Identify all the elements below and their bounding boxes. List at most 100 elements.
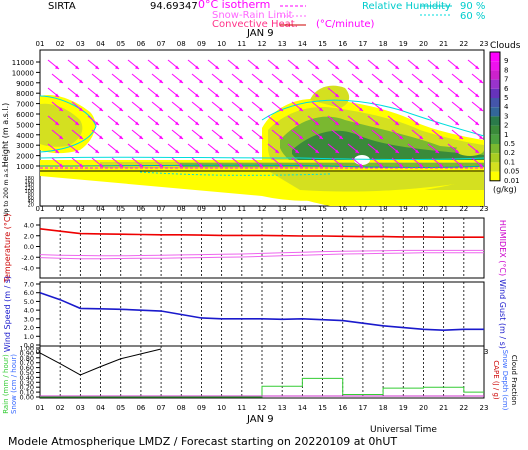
wind-arrow <box>271 129 284 140</box>
y-tick-label: 0.90 <box>20 349 34 357</box>
wind-arrow <box>391 101 404 112</box>
wind-arrow <box>151 73 164 84</box>
cloud-y-tick-low: 80 <box>28 193 34 199</box>
hour-label: 01 <box>36 40 45 48</box>
wind-arrow <box>51 101 64 112</box>
wind-arrow <box>431 101 444 112</box>
hour-label: 15 <box>318 404 327 412</box>
isotherm-legend: 0°C isotherm <box>198 0 270 11</box>
wind-arrow <box>107 87 120 98</box>
y-tick-label: -4.0 <box>21 265 34 273</box>
cloud-left-green <box>40 103 83 147</box>
hour-label: 19 <box>399 404 408 412</box>
series-line <box>40 377 484 398</box>
hour-label: 18 <box>379 40 388 48</box>
hour-labels-bottom: 01 02 03 04 05 06 07 08 09 10 11 12 13 14 15 16 17 18 19 20… <box>36 404 489 412</box>
wind-arrow <box>67 115 80 126</box>
wind-arrow <box>171 157 184 168</box>
wind-arrow <box>347 143 360 154</box>
wind-arrow <box>347 115 360 126</box>
wind-arrow <box>47 59 60 70</box>
wind-arrow <box>331 157 344 168</box>
wind-arrow <box>167 87 180 98</box>
hour-label: 08 <box>177 404 186 412</box>
wind-arrow <box>387 143 400 154</box>
cloud-y-tick-low: 160 <box>24 179 34 185</box>
universal-time-label: Universal Time <box>370 425 437 435</box>
y-tick-label: 1.0 <box>24 333 34 341</box>
wind-arrow <box>207 87 220 98</box>
wind-arrow <box>287 143 300 154</box>
cloud-fields <box>40 59 484 206</box>
hour-label: 04 <box>96 40 105 48</box>
colorbar-cell <box>490 116 500 126</box>
wind-arrow <box>187 143 200 154</box>
precip-panel: 1.000.900.800.700.600.500.400.300.200.10… <box>2 345 518 415</box>
hour-label: 09 <box>197 404 206 412</box>
colorbar-tick: 3 <box>504 112 508 120</box>
hour-label: 11 <box>237 404 246 412</box>
wind-arrow <box>187 115 200 126</box>
hour-label: 05 <box>116 404 125 412</box>
hour-label: 03 <box>76 205 85 213</box>
wind-arrow <box>431 157 444 168</box>
hour-label: 14 <box>298 404 307 412</box>
y-tick-label: 0.0 <box>24 342 34 350</box>
cloud-y-tick-low: 140 <box>24 183 34 189</box>
wind-arrow <box>267 87 280 98</box>
wind-arrow <box>167 115 180 126</box>
wind-arrow <box>411 101 424 112</box>
wind-arrow <box>451 157 464 168</box>
hour-label: 16 <box>338 40 347 48</box>
legend-swatches <box>280 5 452 26</box>
wind-arrow <box>187 59 200 70</box>
hour-label: 21 <box>439 404 448 412</box>
hour-label: 20 <box>419 40 428 48</box>
wind-arrow <box>107 115 120 126</box>
cloud-y-tick: 10000 <box>12 69 34 77</box>
wind-arrow <box>431 129 444 140</box>
hour-label: 19 <box>399 40 408 48</box>
hour-label: 08 <box>177 205 186 213</box>
wind-arrow <box>427 59 440 70</box>
cloud-y-tick: 6000 <box>16 111 34 119</box>
colorbar-cell <box>490 153 500 163</box>
hour-label: 18 <box>379 404 388 412</box>
hour-labels-temp: 01 02 03 04 05 06 07 08 09 10 11 12 13 14 15 16 17 18 19 20… <box>36 205 489 213</box>
cloud-y-tick: 8000 <box>16 90 34 98</box>
cloud-y-tick-low: 40 <box>28 199 34 205</box>
colorbar-tick: 8 <box>504 66 508 74</box>
wind-arrow <box>167 143 180 154</box>
cloud-lower-green <box>270 172 484 192</box>
hour-label: 12 <box>258 40 267 48</box>
wind-arrow <box>227 59 240 70</box>
wind-arrow <box>291 129 304 140</box>
wind-arrow <box>71 129 84 140</box>
wind-arrow <box>407 59 420 70</box>
wind-arrow <box>451 129 464 140</box>
hour-label: 23 <box>480 205 489 213</box>
hour-label: 19 <box>399 205 408 213</box>
wind-arrow <box>151 129 164 140</box>
rh-90: 90 % <box>460 1 485 12</box>
wind-arrow <box>267 143 280 154</box>
colorbar-tick: 4 <box>504 103 509 111</box>
wind-arrow <box>351 101 364 112</box>
wind-arrow <box>331 101 344 112</box>
wind-arrow <box>147 115 160 126</box>
hour-label: 12 <box>258 205 267 213</box>
hour-label: 07 <box>157 40 166 48</box>
hour-label: 11 <box>237 205 246 213</box>
hour-label: 03 <box>76 40 85 48</box>
wind-arrow <box>111 101 124 112</box>
hour-label: 06 <box>136 40 145 48</box>
wind-arrow <box>71 101 84 112</box>
wind-arrow <box>307 143 320 154</box>
colorbar-tick: 0.5 <box>504 140 515 148</box>
wind-arrow <box>131 129 144 140</box>
wind-arrow <box>151 157 164 168</box>
series-line <box>39 252 484 260</box>
wind-arrow <box>427 115 440 126</box>
wind-arrow <box>227 87 240 98</box>
